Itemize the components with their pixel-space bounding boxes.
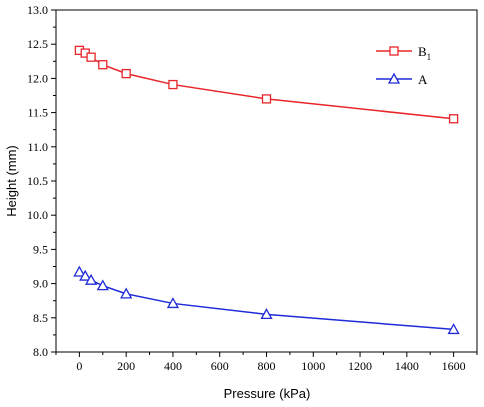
data-point-a-5 <box>166 297 180 309</box>
y-tick-label-8: 12.0 <box>27 71 48 85</box>
legend-entry-a: A <box>376 72 428 87</box>
legend-label-b1: B <box>418 44 427 59</box>
legend-entry-b1: B1 <box>376 44 431 62</box>
y-tick-label-5: 10.5 <box>27 174 48 188</box>
series-line-b1 <box>79 49 454 120</box>
data-point-b1-2 <box>86 52 96 62</box>
y-tick-label-1: 8.5 <box>33 311 48 325</box>
data-point-a-4 <box>120 287 133 299</box>
data-point-a-2 <box>84 273 98 285</box>
x-tick-label-5: 1000 <box>301 359 325 373</box>
x-axis-title: Pressure (kPa) <box>224 386 311 401</box>
svg-text:B1: B1 <box>418 44 431 62</box>
data-point-a-7 <box>447 323 460 335</box>
data-point-b1-3 <box>98 60 108 70</box>
legend: B1 A <box>376 44 431 87</box>
x-tick-label-1: 200 <box>117 359 135 373</box>
x-tick-label-6: 1200 <box>348 359 372 373</box>
legend-marker-a <box>387 72 401 84</box>
data-point-a-1 <box>79 269 92 281</box>
y-tick-label-9: 12.5 <box>27 37 48 51</box>
series-line-a <box>78 271 454 331</box>
y-axis-title: Height (mm) <box>4 145 19 217</box>
y-tick-label-0: 8.0 <box>33 345 48 359</box>
data-point-a-6 <box>260 308 273 320</box>
data-point-b1-7 <box>448 114 459 124</box>
x-tick-label-4: 800 <box>258 359 276 373</box>
y-tick-label-6: 11.0 <box>27 140 48 154</box>
y-tick-label-10: 13.0 <box>27 3 48 17</box>
x-tick-label-7: 1400 <box>395 359 419 373</box>
x-tick-label-8: 1600 <box>442 359 466 373</box>
data-point-b1-4 <box>121 68 131 79</box>
x-tick-label-2: 400 <box>164 359 182 373</box>
plot-frame <box>55 9 478 353</box>
data-point-a-3 <box>96 279 109 291</box>
x-tick-label-0: 0 <box>76 359 82 373</box>
y-tick-label-3: 9.5 <box>33 242 48 256</box>
data-point-b1-6 <box>261 94 272 104</box>
y-tick-label-2: 9.0 <box>33 277 48 291</box>
series-lines <box>78 49 454 331</box>
legend-label-b1-subscript: 1 <box>427 52 432 62</box>
data-point-b1-5 <box>168 79 178 90</box>
series-markers <box>73 45 460 335</box>
axis-ticks: 0 200 400 600 800 1000 1200 1400 1600 8.0 8.5 9.0 9.… <box>27 3 478 373</box>
y-tick-label-4: 10.0 <box>27 208 48 222</box>
legend-label-a: A <box>418 72 428 87</box>
x-tick-label-3: 600 <box>211 359 229 373</box>
legend-marker-b1 <box>389 46 399 56</box>
y-tick-label-7: 11.5 <box>27 106 48 120</box>
data-point-a-0 <box>73 265 86 277</box>
